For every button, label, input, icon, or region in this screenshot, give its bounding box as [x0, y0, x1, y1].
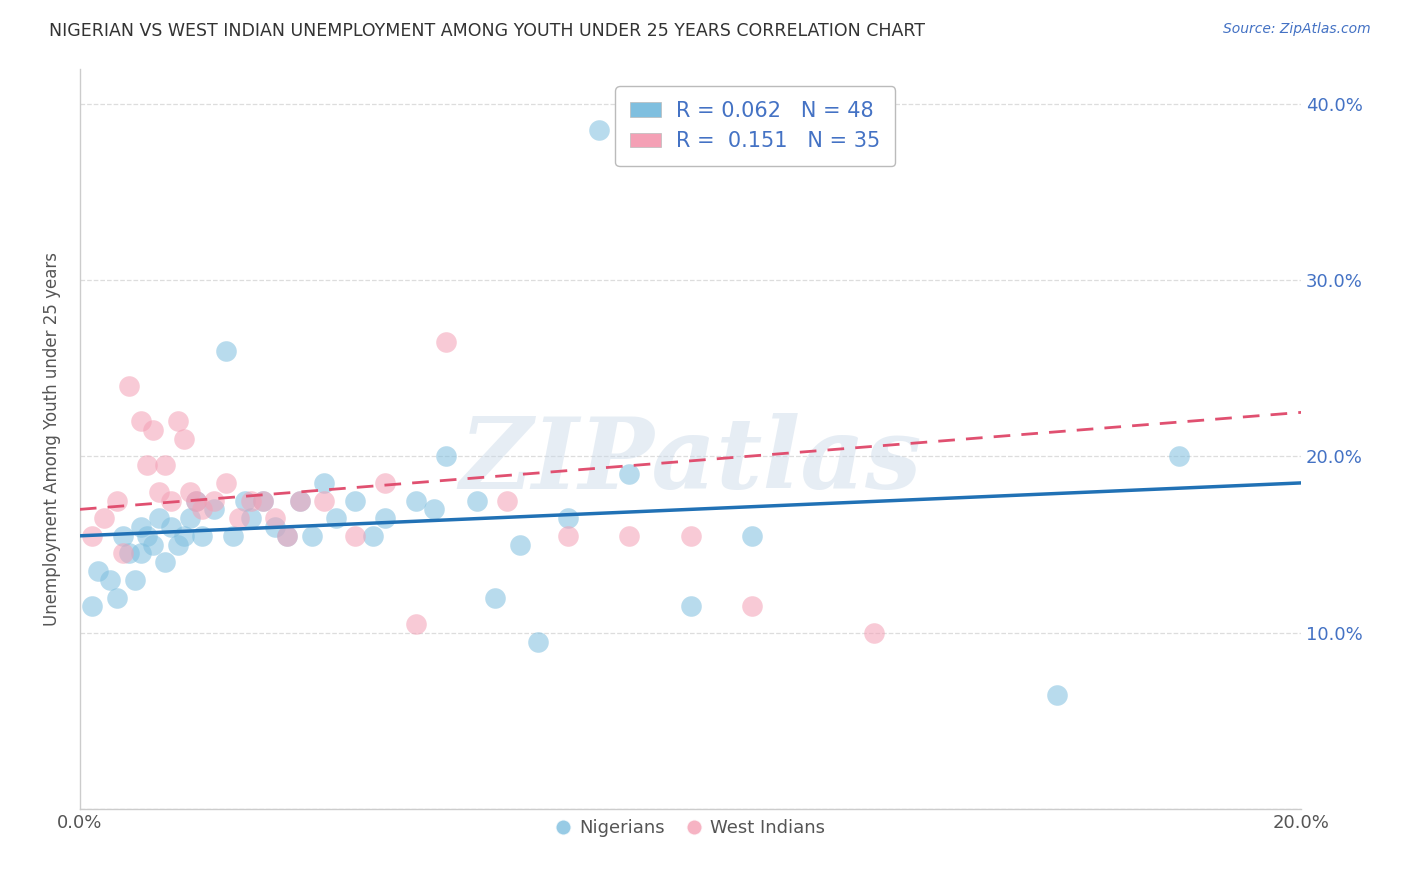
Point — [264, 520, 287, 534]
Point — [136, 529, 159, 543]
Point — [679, 599, 702, 614]
Point — [118, 379, 141, 393]
Point — [124, 573, 146, 587]
Point — [173, 432, 195, 446]
Point — [148, 484, 170, 499]
Point — [741, 529, 763, 543]
Point — [423, 502, 446, 516]
Point — [374, 511, 396, 525]
Point — [557, 511, 579, 525]
Point — [233, 493, 256, 508]
Point — [80, 529, 103, 543]
Point — [184, 493, 207, 508]
Point — [239, 493, 262, 508]
Point — [527, 634, 550, 648]
Point — [202, 502, 225, 516]
Point — [184, 493, 207, 508]
Point — [314, 493, 336, 508]
Point — [288, 493, 311, 508]
Point — [202, 493, 225, 508]
Point — [252, 493, 274, 508]
Point — [405, 493, 427, 508]
Point — [179, 511, 201, 525]
Point — [155, 458, 177, 473]
Point — [148, 511, 170, 525]
Point — [484, 591, 506, 605]
Point — [166, 414, 188, 428]
Point — [325, 511, 347, 525]
Text: Source: ZipAtlas.com: Source: ZipAtlas.com — [1223, 22, 1371, 37]
Point — [679, 529, 702, 543]
Point — [93, 511, 115, 525]
Point — [142, 538, 165, 552]
Point — [118, 546, 141, 560]
Point — [361, 529, 384, 543]
Point — [343, 493, 366, 508]
Point — [252, 493, 274, 508]
Text: ZIPatlas: ZIPatlas — [460, 413, 922, 509]
Point — [80, 599, 103, 614]
Point — [129, 546, 152, 560]
Point — [434, 334, 457, 349]
Point — [343, 529, 366, 543]
Text: NIGERIAN VS WEST INDIAN UNEMPLOYMENT AMONG YOUTH UNDER 25 YEARS CORRELATION CHAR: NIGERIAN VS WEST INDIAN UNEMPLOYMENT AMO… — [49, 22, 925, 40]
Point — [191, 502, 214, 516]
Point — [1046, 688, 1069, 702]
Point — [191, 529, 214, 543]
Point — [301, 529, 323, 543]
Point — [179, 484, 201, 499]
Point — [105, 591, 128, 605]
Point — [509, 538, 531, 552]
Point — [288, 493, 311, 508]
Point — [588, 123, 610, 137]
Point — [129, 520, 152, 534]
Point — [239, 511, 262, 525]
Point — [160, 493, 183, 508]
Legend: Nigerians, West Indians: Nigerians, West Indians — [548, 812, 832, 845]
Point — [173, 529, 195, 543]
Point — [741, 599, 763, 614]
Point — [434, 450, 457, 464]
Point — [160, 520, 183, 534]
Point — [166, 538, 188, 552]
Point — [155, 555, 177, 569]
Point — [111, 546, 134, 560]
Point — [136, 458, 159, 473]
Point — [276, 529, 298, 543]
Y-axis label: Unemployment Among Youth under 25 years: Unemployment Among Youth under 25 years — [44, 252, 60, 626]
Point — [264, 511, 287, 525]
Point — [221, 529, 243, 543]
Point — [557, 529, 579, 543]
Point — [100, 573, 122, 587]
Point — [374, 475, 396, 490]
Point — [619, 529, 641, 543]
Point — [129, 414, 152, 428]
Point — [111, 529, 134, 543]
Point — [215, 475, 238, 490]
Point — [1168, 450, 1191, 464]
Point — [405, 617, 427, 632]
Point — [215, 343, 238, 358]
Point — [465, 493, 488, 508]
Point — [276, 529, 298, 543]
Point — [314, 475, 336, 490]
Point — [619, 467, 641, 481]
Point — [862, 625, 884, 640]
Point — [496, 493, 519, 508]
Point — [228, 511, 250, 525]
Point — [105, 493, 128, 508]
Point — [142, 423, 165, 437]
Point — [87, 564, 110, 578]
